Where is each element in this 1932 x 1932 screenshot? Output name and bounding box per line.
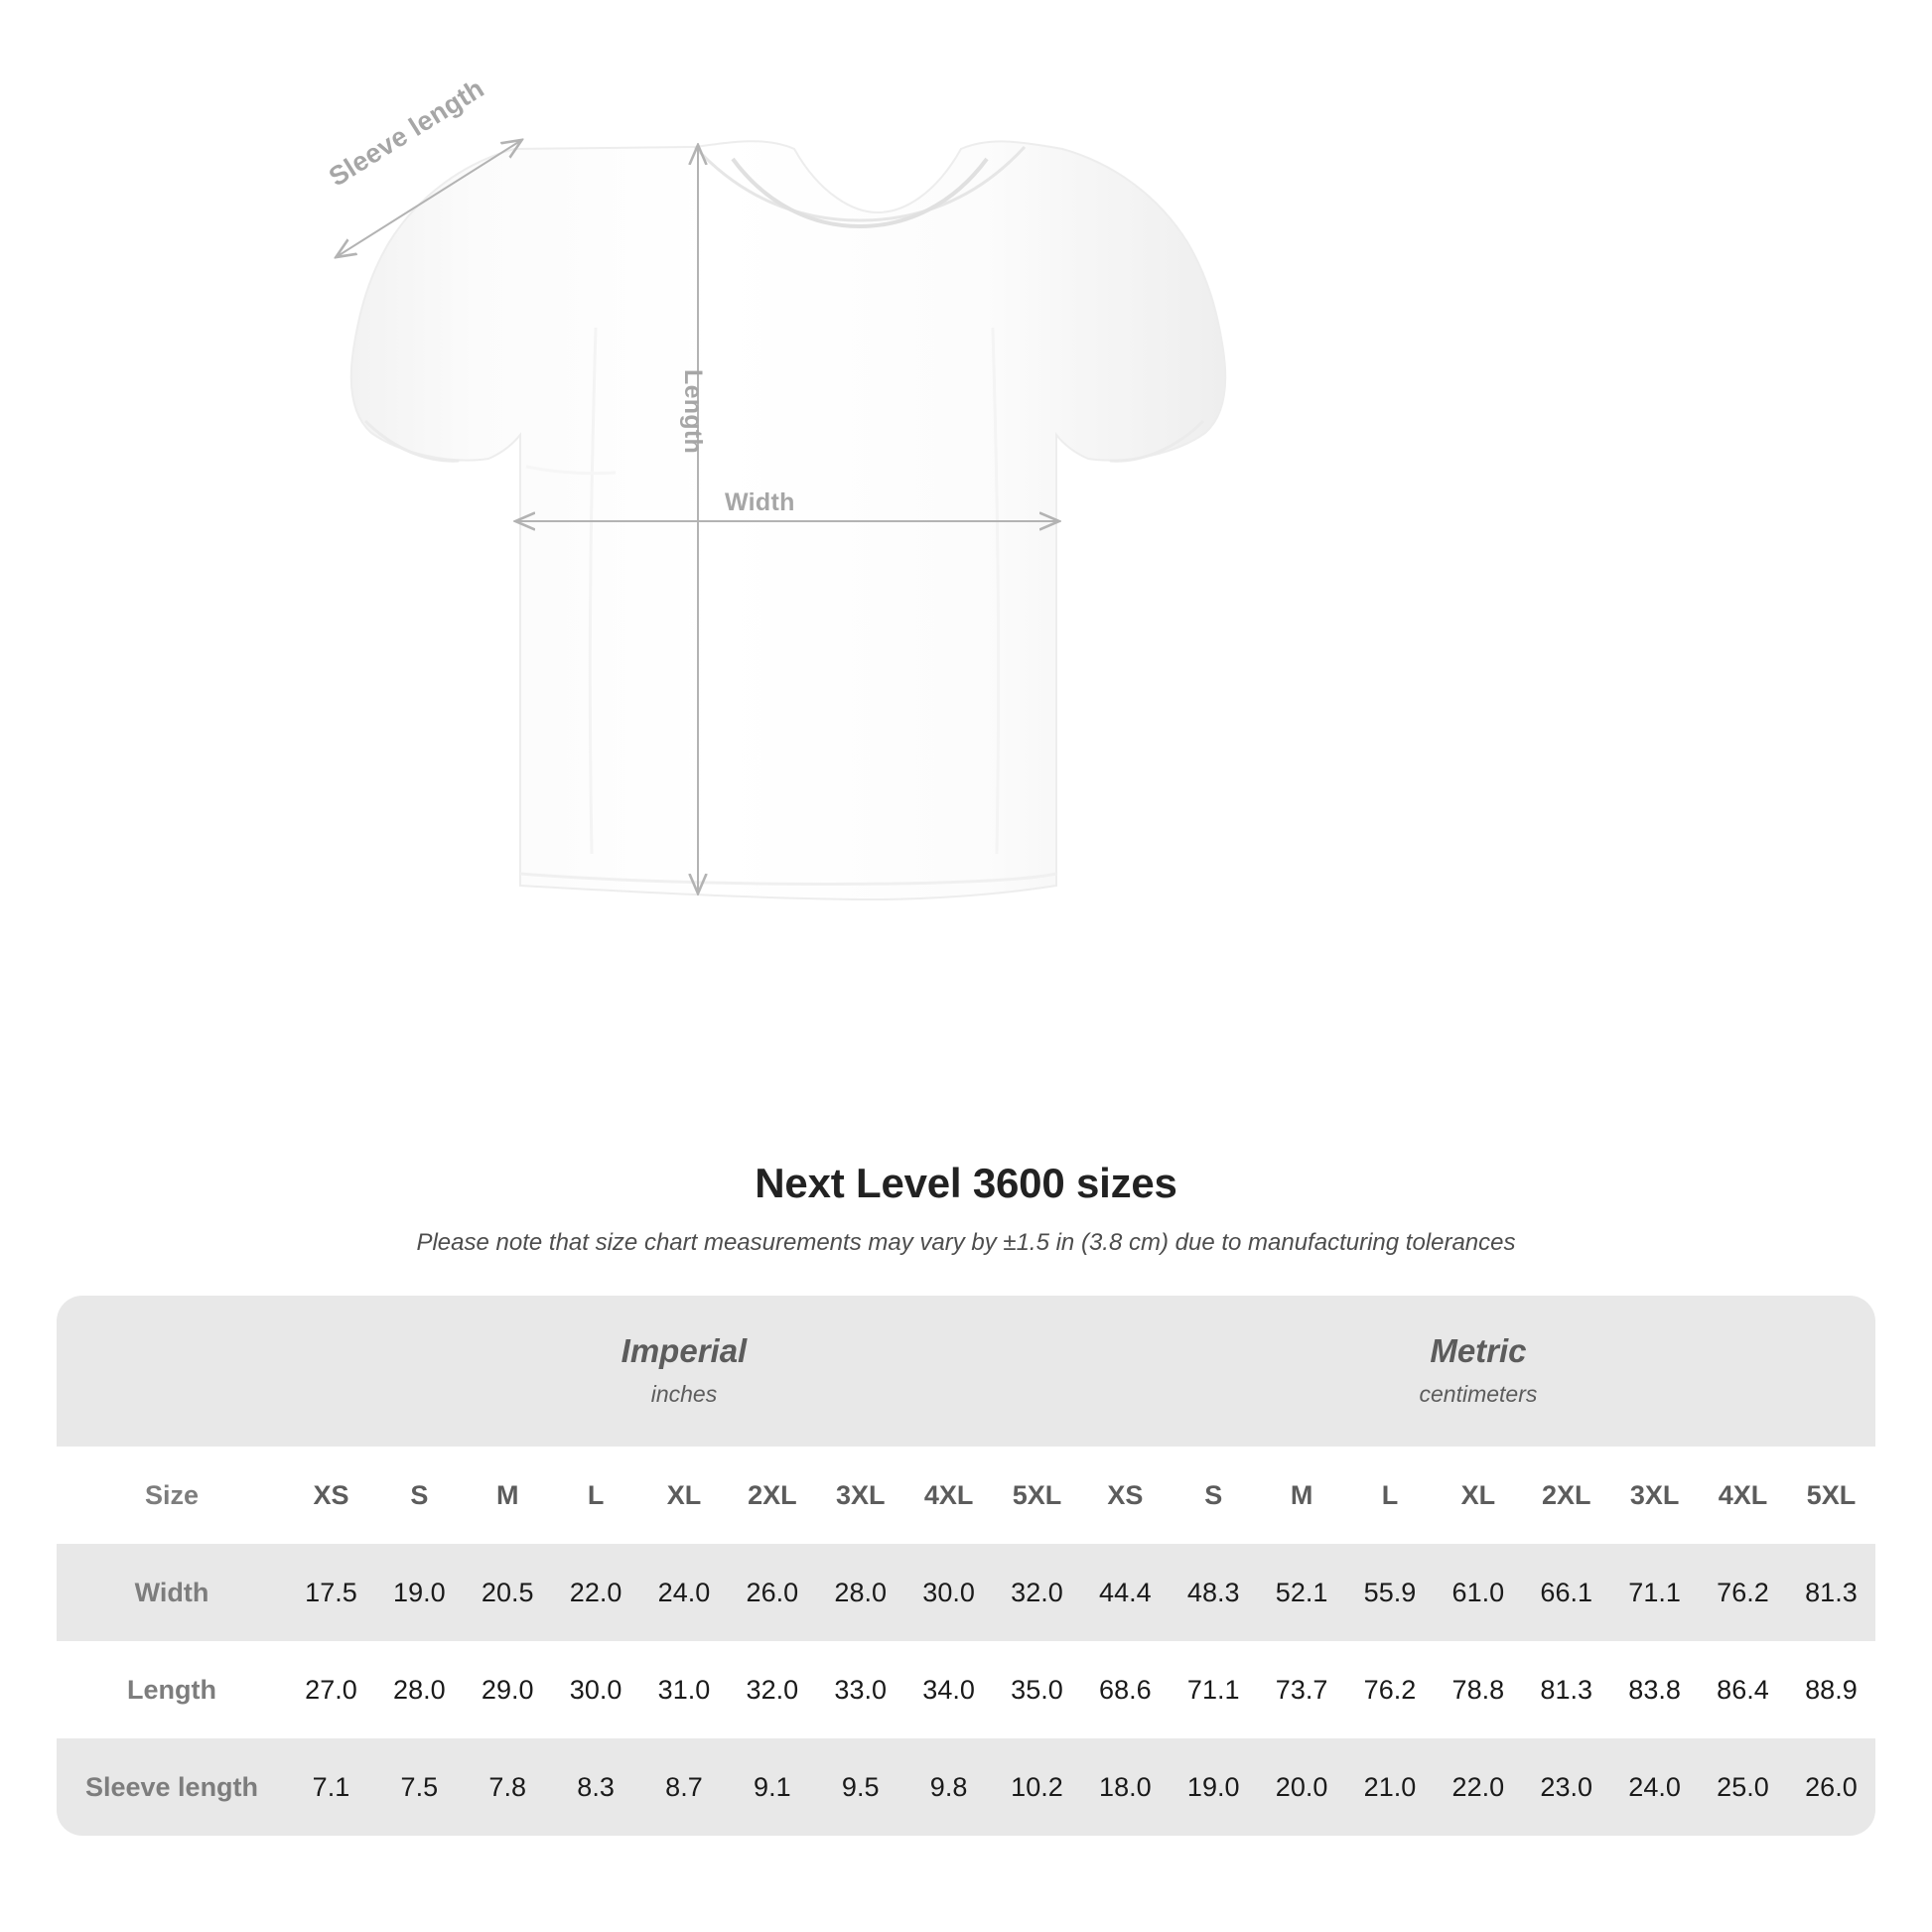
table-cell: 83.8: [1610, 1641, 1700, 1738]
size-header-cell: S: [374, 1447, 464, 1544]
size-header-cell: 2XL: [1522, 1447, 1611, 1544]
table-cell: 34.0: [904, 1641, 994, 1738]
table-cell: 22.0: [1434, 1738, 1523, 1836]
table-cell: 9.1: [728, 1738, 817, 1836]
row-label-cell: Sleeve length: [57, 1738, 288, 1836]
table-cell: 10.2: [993, 1738, 1081, 1836]
size-table-wrap: Imperial inches Metric centimeters Size XS S M L…: [57, 1296, 1875, 1836]
table-cell: 32.0: [728, 1641, 817, 1738]
table-cell: 76.2: [1345, 1641, 1435, 1738]
tshirt-diagram: Sleeve length Length Width: [324, 73, 1227, 901]
size-header-cell: XL: [1434, 1447, 1523, 1544]
table-cell: 26.0: [728, 1544, 817, 1641]
table-cell: 7.8: [463, 1738, 552, 1836]
unit-subtitle: inches: [650, 1380, 718, 1407]
table-cell: 23.0: [1522, 1738, 1611, 1836]
unit-header-metric: Metric centimeters: [1080, 1296, 1875, 1447]
size-header-cell: XL: [639, 1447, 729, 1544]
size-header-cell: 2XL: [728, 1447, 817, 1544]
table-cell: 30.0: [551, 1641, 640, 1738]
size-header-cell: XS: [1080, 1447, 1170, 1544]
size-header-cell: 4XL: [904, 1447, 994, 1544]
size-label-cell: Size: [57, 1447, 288, 1544]
table-cell: 8.7: [639, 1738, 729, 1836]
table-cell: 9.5: [816, 1738, 905, 1836]
table-cell: 88.9: [1786, 1641, 1875, 1738]
table-cell: 55.9: [1345, 1544, 1435, 1641]
table-cell: 78.8: [1434, 1641, 1523, 1738]
unit-subtitle: centimeters: [1419, 1380, 1538, 1407]
size-header-cell: M: [463, 1447, 552, 1544]
table-cell: 20.5: [463, 1544, 552, 1641]
table-cell: 28.0: [816, 1544, 905, 1641]
table-cell: 71.1: [1169, 1641, 1258, 1738]
table-cell: 71.1: [1610, 1544, 1700, 1641]
measurement-lines: [338, 141, 1057, 892]
table-cell: 24.0: [639, 1544, 729, 1641]
table-cell: 27.0: [287, 1641, 375, 1738]
unit-header-imperial: Imperial inches: [287, 1296, 1081, 1447]
table-cell: 9.8: [904, 1738, 994, 1836]
size-header-cell: 5XL: [993, 1447, 1081, 1544]
size-header-cell: 3XL: [1610, 1447, 1700, 1544]
table-cell: 26.0: [1786, 1738, 1875, 1836]
size-header-cell: L: [1345, 1447, 1435, 1544]
table-cell: 81.3: [1786, 1544, 1875, 1641]
table-row: Width 17.5 19.0 20.5 22.0 24.0 26.0 28.0 30.0 32.…: [57, 1544, 1875, 1641]
table-row: Sleeve length 7.1 7.5 7.8 8.3 8.7 9.1 9.5 9.8 10.…: [57, 1738, 1875, 1836]
table-cell: 73.7: [1257, 1641, 1346, 1738]
table-cell: 18.0: [1080, 1738, 1170, 1836]
table-cell: 76.2: [1699, 1544, 1787, 1641]
size-header-cell: XS: [287, 1447, 375, 1544]
table-cell: 28.0: [374, 1641, 464, 1738]
table-cell: 33.0: [816, 1641, 905, 1738]
table-cell: 7.1: [287, 1738, 375, 1836]
table-cell: 86.4: [1699, 1641, 1787, 1738]
size-header-row: Size XS S M L XL 2XL 3XL 4XL 5XL XS S M L XL 2XL 3XL 4XL 5…: [57, 1447, 1875, 1544]
size-header-cell: S: [1169, 1447, 1258, 1544]
table-cell: 20.0: [1257, 1738, 1346, 1836]
table-cell: 48.3: [1169, 1544, 1258, 1641]
table-cell: 7.5: [374, 1738, 464, 1836]
table-cell: 61.0: [1434, 1544, 1523, 1641]
table-row: Length 27.0 28.0 29.0 30.0 31.0 32.0 33.0 34.0 35…: [57, 1641, 1875, 1738]
table-cell: 29.0: [463, 1641, 552, 1738]
table-cell: 81.3: [1522, 1641, 1611, 1738]
table-cell: 17.5: [287, 1544, 375, 1641]
page-subtitle: Please note that size chart measurements…: [416, 1229, 1516, 1256]
table-cell: 8.3: [551, 1738, 640, 1836]
table-cell: 32.0: [993, 1544, 1081, 1641]
table-cell: 44.4: [1080, 1544, 1170, 1641]
table-cell: 35.0: [993, 1641, 1081, 1738]
table-cell: 19.0: [1169, 1738, 1258, 1836]
row-label-cell: Length: [57, 1641, 288, 1738]
title-block: Next Level 3600 sizes Please note that s…: [0, 1160, 1932, 1257]
row-label-cell: Width: [57, 1544, 288, 1641]
table-cell: 31.0: [639, 1641, 729, 1738]
size-table: Imperial inches Metric centimeters Size XS S M L…: [57, 1296, 1875, 1836]
table-cell: 52.1: [1257, 1544, 1346, 1641]
size-header-cell: L: [551, 1447, 640, 1544]
size-header-cell: 5XL: [1786, 1447, 1875, 1544]
width-annotation: Width: [725, 488, 795, 516]
unit-header-row: Imperial inches Metric centimeters: [57, 1296, 1875, 1447]
table-cell: 25.0: [1699, 1738, 1787, 1836]
size-header-cell: 4XL: [1699, 1447, 1787, 1544]
unit-name: Imperial: [621, 1332, 748, 1370]
table-cell: 21.0: [1345, 1738, 1435, 1836]
table-cell: 22.0: [551, 1544, 640, 1641]
unit-name: Metric: [1430, 1332, 1527, 1370]
sleeve-length-arrow: [338, 141, 520, 256]
length-annotation: Length: [679, 369, 707, 455]
page-title: Next Level 3600 sizes: [755, 1160, 1177, 1206]
table-cell: 66.1: [1522, 1544, 1611, 1641]
table-cell: 30.0: [904, 1544, 994, 1641]
size-header-cell: M: [1257, 1447, 1346, 1544]
size-header-cell: 3XL: [816, 1447, 905, 1544]
table-cell: 68.6: [1080, 1641, 1170, 1738]
table-cell: 19.0: [374, 1544, 464, 1641]
unit-corner-cell: [57, 1296, 288, 1447]
table-cell: 24.0: [1610, 1738, 1700, 1836]
